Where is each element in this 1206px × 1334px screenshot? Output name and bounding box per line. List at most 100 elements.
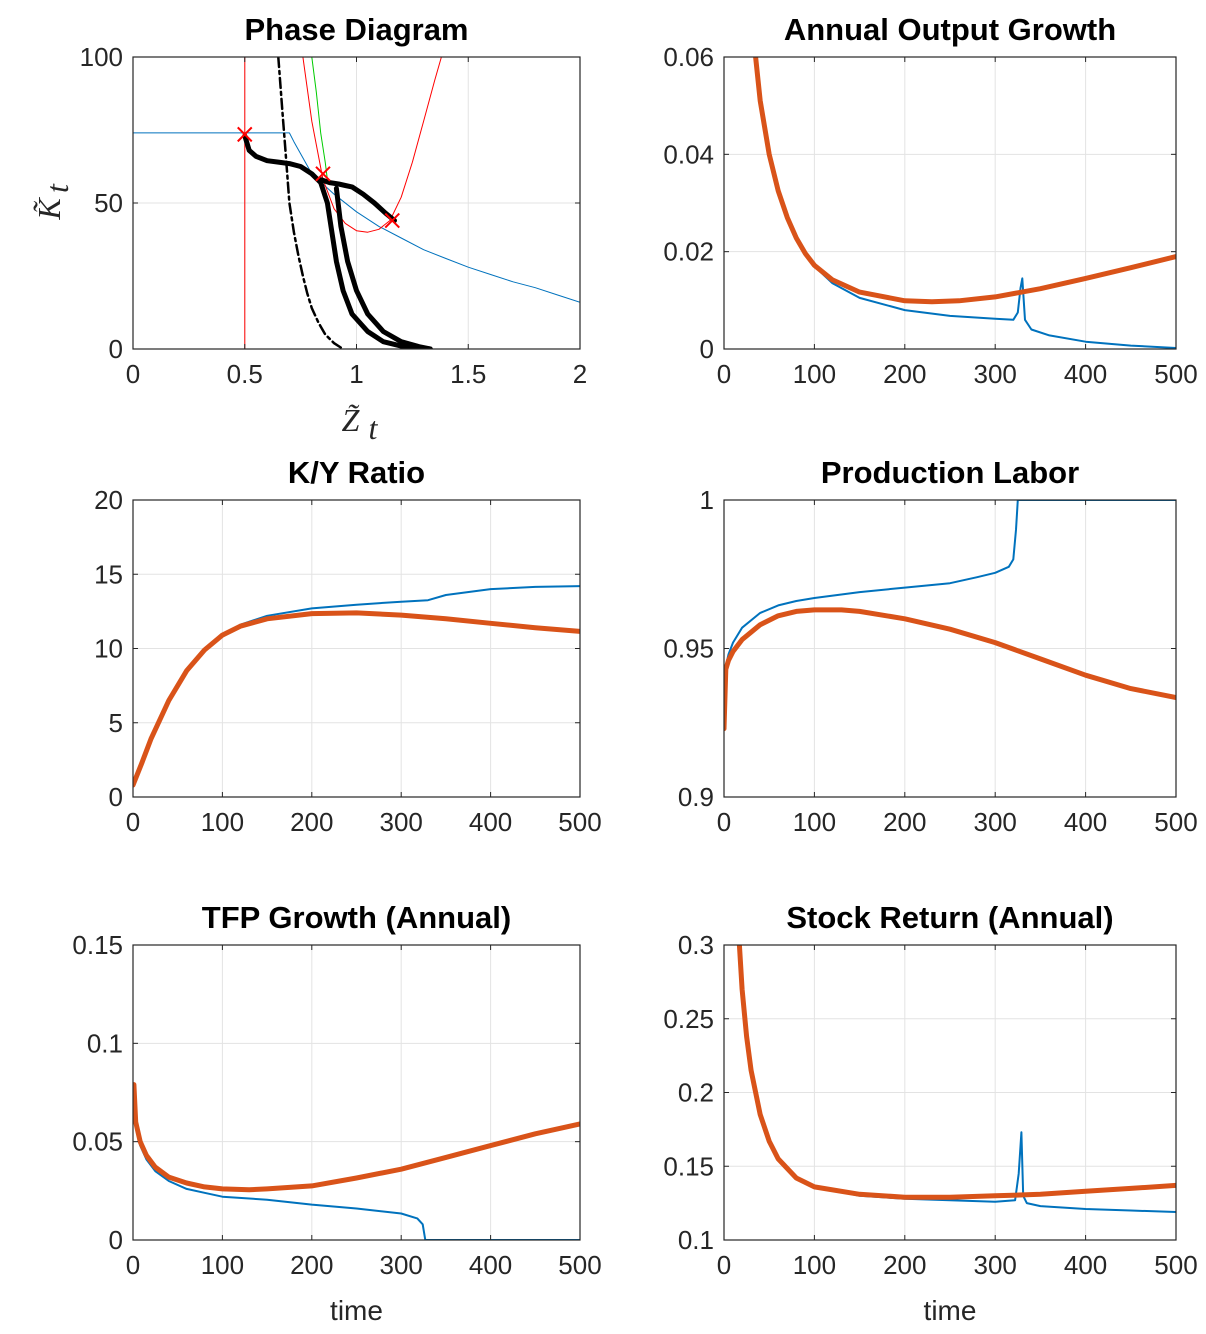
y-tick-label: 0.05: [72, 1127, 123, 1157]
x-tick-label: 0: [126, 807, 140, 837]
series-line-1: [738, 945, 1176, 1213]
x-tick-label: 400: [1064, 359, 1107, 389]
series-line-1: [133, 1091, 580, 1240]
series-line-7: [318, 177, 397, 223]
chart-4: 0 100 200 300 400 500 0.9 0.95 1 Production Labor: [663, 455, 1197, 837]
y-axis-label-group: K̃ t: [31, 183, 75, 221]
x-axis-label: time: [924, 1295, 977, 1326]
x-tick-label: 500: [1154, 359, 1197, 389]
y-axis-label: K̃: [31, 197, 67, 221]
chart-3: 0 100 200 300 400 500 0 5 10 15 20 K/Y Ratio: [94, 455, 602, 837]
y-tick-label: 0.02: [663, 237, 714, 267]
series-line-3: [302, 57, 442, 233]
x-tick-label: 500: [1154, 1250, 1197, 1280]
series-line-1: [724, 500, 1176, 727]
y-tick-label: 100: [80, 42, 123, 72]
x-tick-label: 400: [469, 807, 512, 837]
x-axis-label: time: [330, 1295, 383, 1326]
y-tick-label: 0: [109, 334, 123, 364]
x-tick-label: 0: [126, 1250, 140, 1280]
x-tick-label: 1: [349, 359, 363, 389]
y-tick-label: 0.1: [678, 1225, 714, 1255]
y-tick-label: 0: [109, 1225, 123, 1255]
x-tick-label: 100: [793, 1250, 836, 1280]
series-line-2: [724, 607, 1176, 732]
x-tick-label: 100: [201, 807, 244, 837]
y-axis-label-subscript: t: [39, 183, 75, 193]
series-line-1: [754, 57, 1176, 349]
marker-x: [384, 212, 400, 229]
x-tick-label: 200: [883, 359, 926, 389]
series-line-2: [736, 945, 1176, 1200]
x-tick-label: 300: [380, 1250, 423, 1280]
y-tick-label: 0.06: [663, 42, 714, 72]
x-tick-label: 100: [793, 807, 836, 837]
y-tick-label: 20: [94, 485, 123, 515]
x-tick-label: 200: [290, 1250, 333, 1280]
x-tick-label: 300: [380, 807, 423, 837]
x-tick-label: 400: [469, 1250, 512, 1280]
x-tick-label: 100: [201, 1250, 244, 1280]
y-tick-label: 0: [109, 782, 123, 812]
x-tick-label: 500: [1154, 807, 1197, 837]
x-tick-label: 300: [974, 359, 1017, 389]
marker-x: [315, 166, 331, 182]
y-tick-label: 5: [109, 708, 123, 738]
chart-title: Stock Return (Annual): [786, 900, 1113, 935]
y-tick-label: 50: [94, 188, 123, 218]
chart-title: Production Labor: [821, 455, 1079, 490]
series-line-8: [333, 185, 433, 349]
y-tick-label: 0.1: [87, 1028, 123, 1058]
x-tick-label: 0: [717, 359, 731, 389]
plot-area: [133, 1082, 580, 1240]
plot-area: [753, 57, 1176, 349]
series-line-4: [311, 57, 328, 181]
x-axis-label-subscript: t: [369, 410, 379, 446]
marker-x: [237, 126, 253, 143]
plot-area: [736, 945, 1176, 1213]
x-tick-label: 400: [1064, 1250, 1107, 1280]
series-line-1: [133, 585, 580, 787]
chart-5: 0 100 200 300 400 500 0 0.05 0.1 0.15 TFP Growth (…: [72, 900, 601, 1326]
x-tick-label: 100: [793, 359, 836, 389]
x-tick-label: 0.5: [227, 359, 263, 389]
y-tick-label: 10: [94, 634, 123, 664]
chart-6: 0 100 200 300 400 500 0.1 0.15 0.2 0.25 0.3 Stock R…: [663, 900, 1197, 1326]
y-tick-label: 0.9: [678, 782, 714, 812]
y-tick-label: 0: [700, 334, 714, 364]
y-tick-label: 0.15: [663, 1151, 714, 1181]
chart-title: Annual Output Growth: [784, 12, 1116, 47]
y-tick-label: 0.25: [663, 1004, 714, 1034]
x-tick-label: 400: [1064, 807, 1107, 837]
chart-title: Phase Diagram: [245, 12, 469, 47]
x-tick-label: 500: [558, 807, 601, 837]
chart-title: TFP Growth (Annual): [202, 900, 511, 935]
series-line-2: [133, 610, 580, 788]
y-tick-label: 0.2: [678, 1078, 714, 1108]
plot-area: [133, 57, 580, 349]
chart-2: 0 100 200 300 400 500 0 0.02 0.04 0.06 Annual Outp…: [663, 12, 1197, 389]
x-tick-label: 200: [883, 1250, 926, 1280]
y-tick-label: 0.04: [663, 139, 714, 169]
chart-title: K/Y Ratio: [288, 455, 425, 490]
x-axis-label: Z̃: [342, 402, 361, 438]
x-tick-label: 200: [883, 807, 926, 837]
axes-box: [132, 944, 581, 1241]
y-tick-label: 1: [700, 485, 714, 515]
x-tick-label: 1.5: [450, 359, 486, 389]
series-line-2: [753, 57, 1176, 305]
series-line-1: [133, 132, 580, 303]
x-tick-label: 0: [717, 807, 731, 837]
series-line-6: [242, 133, 433, 349]
x-tick-label: 0: [126, 359, 140, 389]
y-tick-label: 15: [94, 559, 123, 589]
y-tick-label: 0.15: [72, 930, 123, 960]
x-tick-label: 300: [974, 1250, 1017, 1280]
x-tick-label: 200: [290, 807, 333, 837]
series-line-2: [133, 1082, 580, 1193]
plot-area: [133, 585, 580, 788]
y-tick-label: 0.95: [663, 634, 714, 664]
x-tick-label: 500: [558, 1250, 601, 1280]
